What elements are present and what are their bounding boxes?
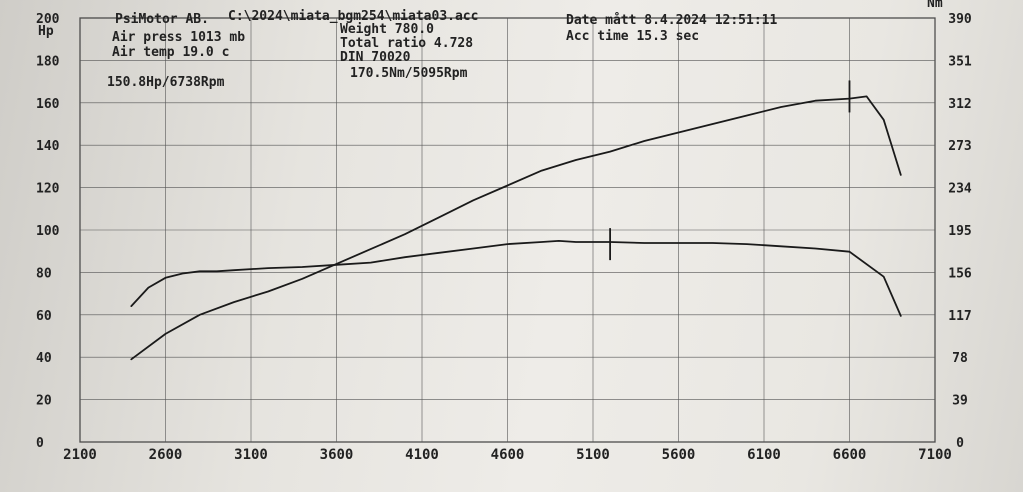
y-right-tick-label: 78 xyxy=(952,351,968,366)
din-standard: DIN 70020 xyxy=(340,50,411,65)
x-tick-label: 6600 xyxy=(833,447,867,463)
y-right-tick-label: 156 xyxy=(948,266,972,281)
company-name: PsiMotor AB. xyxy=(115,12,209,27)
y-right-tick-label: 312 xyxy=(948,97,971,112)
acc-time: Acc time 15.3 sec xyxy=(566,29,700,44)
y-right-tick-label: 39 xyxy=(952,394,968,409)
y-left-tick-label: 160 xyxy=(36,97,60,112)
y-left-tick-label: 80 xyxy=(36,266,52,281)
y-right-tick-label: 390 xyxy=(948,12,972,27)
peak-power: 150.8Hp/6738Rpm xyxy=(107,75,225,90)
y-left-tick-label: 0 xyxy=(36,436,44,451)
x-tick-label: 4100 xyxy=(405,447,439,463)
y-right-tick-label: 0 xyxy=(956,436,964,451)
air-pressure: Air press 1013 mb xyxy=(112,30,246,45)
power-curve xyxy=(130,95,902,361)
y-left-tick-label: 180 xyxy=(36,54,60,69)
x-tick-label: 6100 xyxy=(747,447,781,463)
y-left-tick-label: 200 xyxy=(36,12,60,27)
total-ratio: Total ratio 4.728 xyxy=(340,36,474,51)
y-right-tick-label: 117 xyxy=(948,309,971,324)
y-left-tick-label: 40 xyxy=(36,351,52,366)
x-tick-label: 2600 xyxy=(149,447,183,463)
x-tick-label: 7100 xyxy=(918,447,952,463)
y-left-tick-label: 100 xyxy=(36,224,60,239)
y-right-tick-label: 234 xyxy=(948,182,972,197)
x-tick-label: 2100 xyxy=(63,447,97,463)
torque-curve xyxy=(130,239,902,317)
y-left-tick-label: 140 xyxy=(36,139,60,154)
x-tick-label: 3100 xyxy=(234,447,268,463)
x-tick-label: 3600 xyxy=(320,447,354,463)
x-tick-label: 4600 xyxy=(491,447,525,463)
y-left-tick-label: 120 xyxy=(36,182,60,197)
y-right-tick-label: 273 xyxy=(948,139,971,154)
measurement-date: Date mått 8.4.2024 12:51:11 xyxy=(566,13,778,28)
peak-torque: 170.5Nm/5095Rpm xyxy=(350,66,468,81)
y-right-tick-label: 351 xyxy=(948,54,972,69)
file-path: C:\2024\miata_bgm254\miata03.acc xyxy=(228,9,479,24)
y-left-tick-label: 60 xyxy=(36,309,52,324)
left-axis-title: Hp xyxy=(38,24,54,39)
weight: Weight 780.0 xyxy=(340,22,434,37)
x-tick-label: 5100 xyxy=(576,447,610,463)
air-temperature: Air temp 19.0 c xyxy=(112,45,230,60)
y-right-tick-label: 195 xyxy=(948,224,971,239)
y-left-tick-label: 20 xyxy=(36,394,52,409)
x-tick-label: 5600 xyxy=(662,447,696,463)
right-axis-title: Nm xyxy=(927,0,943,11)
